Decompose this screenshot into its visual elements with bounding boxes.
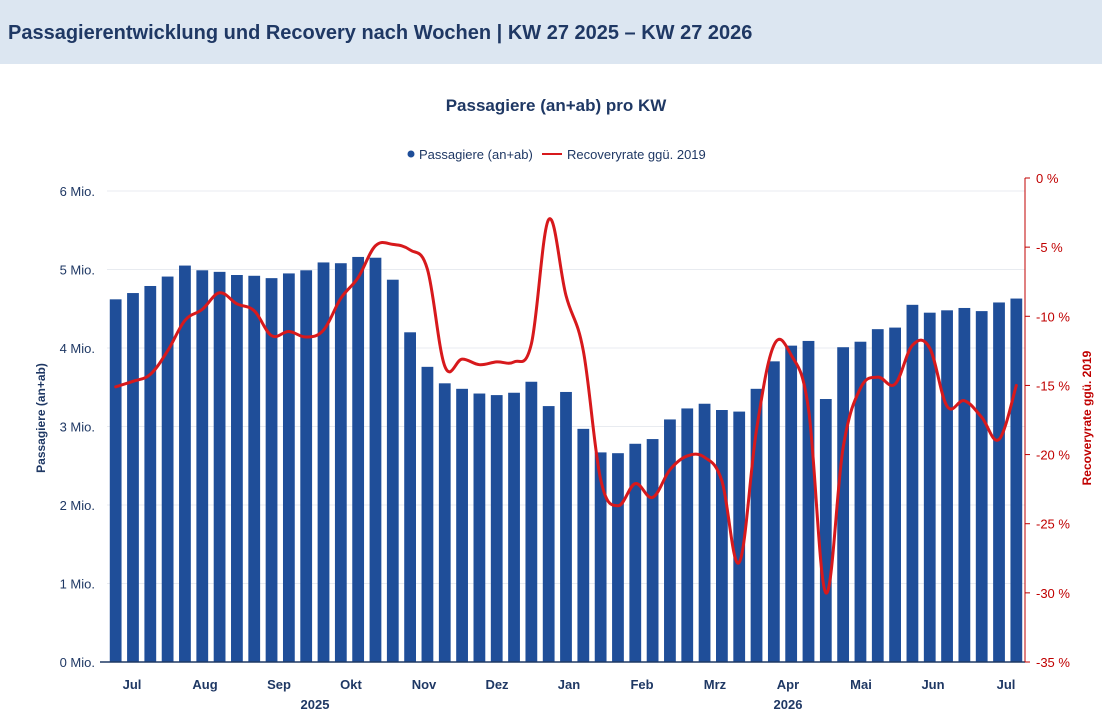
bar-week-7 [213, 271, 226, 662]
legend-label-line: Recoveryrate ggü. 2019 [567, 147, 706, 162]
bar-week-20 [438, 383, 451, 662]
bar-week-36 [716, 410, 728, 662]
recovery-rate-line [114, 217, 1018, 595]
bar-week-40 [785, 345, 798, 662]
bar-week-15 [352, 256, 365, 662]
bar-week-12 [300, 270, 313, 662]
bar-week-38 [750, 388, 763, 662]
y-axis-left-label: Passagiere (an+ab) [34, 363, 48, 473]
bar-week-49 [941, 310, 953, 662]
bar-week-50 [958, 307, 971, 662]
bar-week-5 [179, 265, 191, 662]
y-tick-label-right: -25 % [1036, 517, 1070, 532]
bar-week-4 [161, 276, 174, 662]
bar-week-47 [906, 304, 919, 662]
y-axis-right-label: Recoveryrate ggü. 2019 [1080, 350, 1094, 485]
y-axis-right-ticks: 0 % -5 % -10 % -15 % -20 % -25 % -30 % -35 % [1025, 171, 1070, 670]
bar-week-17 [386, 279, 399, 662]
x-tick-month-5: Nov [412, 677, 437, 692]
bar-week-29 [594, 452, 607, 662]
x-tick-month-13: Jul [997, 677, 1016, 692]
bar-week-48 [923, 312, 936, 662]
bar-week-13 [317, 262, 330, 662]
bar-week-14 [334, 263, 347, 662]
y-tick-label-right: -20 % [1036, 448, 1070, 463]
legend-label-bars: Passagiere (an+ab) [419, 147, 533, 162]
chart-title: Passagiere (an+ab) pro KW [446, 96, 668, 115]
x-tick-month-1: Jul [123, 677, 142, 692]
bar-week-41 [802, 340, 815, 662]
bar-week-22 [473, 393, 486, 662]
x-tick-month-2: Aug [192, 677, 217, 692]
bar-week-32 [646, 439, 659, 662]
y-tick-label-right: -30 % [1036, 586, 1070, 601]
x-tick-month-9: Mrz [704, 677, 727, 692]
x-tick-month-3: Sep [267, 677, 291, 692]
y-tick-label-left: 3 Mio. [60, 420, 95, 435]
y-tick-label-right: 0 % [1036, 171, 1059, 186]
bar-week-43 [837, 347, 850, 662]
x-year-label-2025: 2025 [301, 697, 330, 712]
bar-week-33 [664, 419, 676, 662]
bar-week-46 [889, 327, 901, 662]
bar-week-18 [404, 332, 416, 662]
bar-week-26 [542, 406, 555, 662]
bar-week-24 [508, 392, 520, 662]
y-tick-label-left: 4 Mio. [60, 341, 95, 356]
bar-week-39 [767, 361, 780, 662]
bar-week-42 [819, 399, 832, 662]
bar-week-34 [681, 408, 694, 662]
y-tick-label-right: -5 % [1036, 240, 1063, 255]
bar-week-37 [733, 411, 746, 662]
bar-week-10 [265, 278, 278, 662]
x-axis-month-ticks: Jul Aug Sep Okt Nov Dez Jan Feb Mrz Apr Mai Jun Jul [123, 677, 1016, 692]
bar-week-6 [196, 270, 209, 662]
bar-series [109, 256, 1023, 662]
bar-week-27 [560, 391, 572, 662]
bar-week-31 [629, 443, 642, 662]
x-tick-month-10: Apr [777, 677, 799, 692]
bar-week-25 [525, 381, 538, 662]
x-tick-month-7: Jan [558, 677, 580, 692]
y-tick-label-right: -15 % [1036, 378, 1070, 393]
bar-week-44 [854, 341, 867, 662]
y-tick-label-left: 0 Mio. [60, 655, 95, 670]
x-tick-month-11: Mai [850, 677, 872, 692]
bar-week-53 [1010, 298, 1023, 662]
y-tick-label-left: 1 Mio. [60, 577, 95, 592]
bar-week-30 [612, 453, 624, 662]
x-tick-month-6: Dez [485, 677, 509, 692]
bar-week-9 [248, 275, 261, 662]
header-bar: Passagierentwicklung und Recovery nach W… [0, 0, 1102, 64]
bar-week-1 [109, 299, 122, 662]
bar-week-35 [698, 403, 711, 662]
y-tick-label-left: 5 Mio. [60, 263, 95, 278]
chart-legend: Passagiere (an+ab) Recoveryrate ggü. 201… [407, 147, 706, 162]
y-tick-label-right: -10 % [1036, 309, 1070, 324]
bar-week-21 [456, 388, 468, 662]
bar-week-3 [144, 285, 157, 662]
bar-week-11 [282, 273, 295, 662]
legend-marker-bars [407, 150, 415, 158]
x-year-label-2026: 2026 [774, 697, 803, 712]
bar-week-16 [369, 257, 382, 662]
page-title: Passagierentwicklung und Recovery nach W… [8, 22, 753, 44]
bar-week-23 [490, 395, 503, 662]
bar-week-45 [871, 329, 884, 662]
bar-week-8 [231, 275, 243, 662]
x-tick-month-4: Okt [340, 677, 362, 692]
x-tick-month-8: Feb [630, 677, 653, 692]
bar-week-28 [577, 428, 590, 662]
bar-week-52 [993, 302, 1005, 662]
bar-week-19 [421, 366, 434, 662]
x-axis-years: 2025 2026 [301, 697, 803, 712]
x-tick-month-12: Jun [921, 677, 944, 692]
bar-week-51 [975, 311, 988, 662]
y-tick-label-right: -35 % [1036, 655, 1070, 670]
y-axis-left-ticks: 0 Mio. 1 Mio. 2 Mio. 3 Mio. 4 Mio. 5 Mio. 6 Mi… [60, 184, 95, 670]
y-tick-label-left: 6 Mio. [60, 184, 95, 199]
bar-week-2 [127, 293, 139, 662]
y-tick-label-left: 2 Mio. [60, 498, 95, 513]
